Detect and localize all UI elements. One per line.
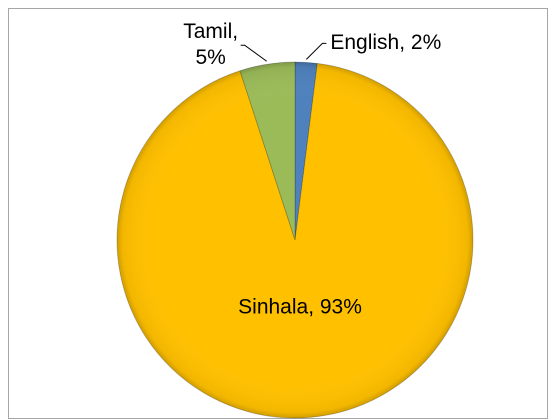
leader-line xyxy=(306,42,327,60)
pie xyxy=(116,61,474,419)
data-label: Sinhala, 93% xyxy=(238,296,362,319)
data-labels: English, 2% Sinhala, 93% Tamil, 5% xyxy=(183,20,441,319)
data-label: Tamil, 5% xyxy=(183,20,238,69)
data-label: English, 2% xyxy=(330,31,441,54)
leader-line xyxy=(240,44,267,62)
